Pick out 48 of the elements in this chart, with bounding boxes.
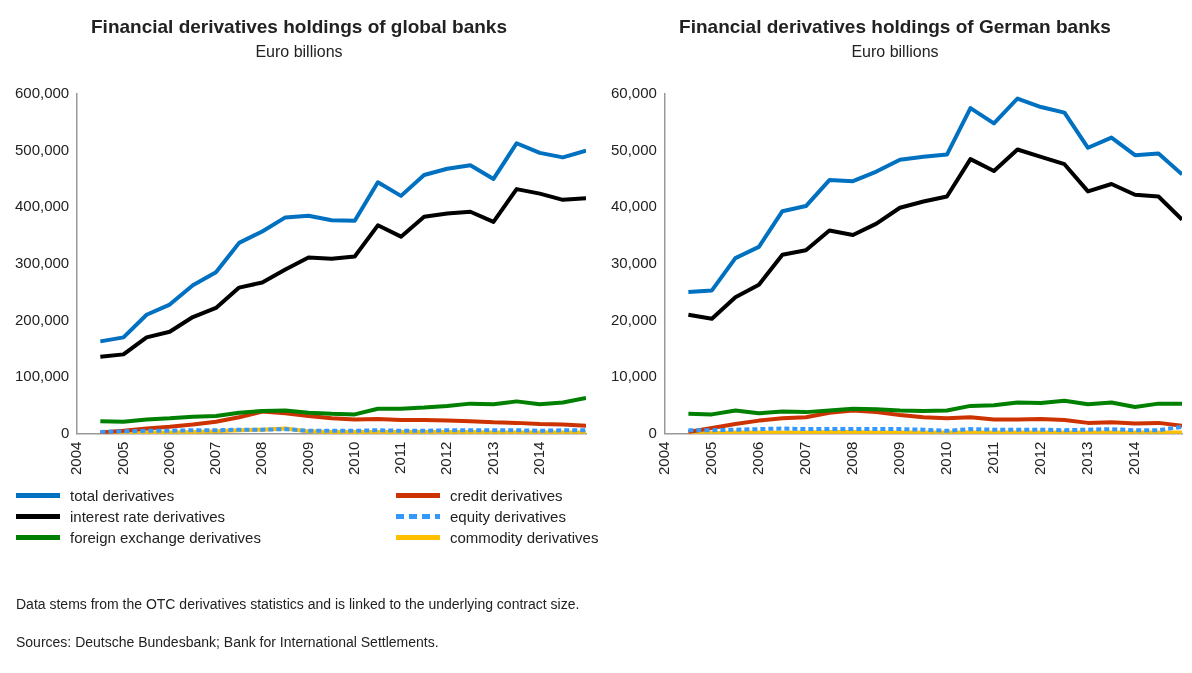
x-tick-label: 2005 [702, 441, 720, 476]
x-tick-label: 2011 [984, 441, 1002, 474]
y-tick-label: 100,000 [14, 367, 70, 385]
x-tick-label: 2006 [749, 441, 767, 476]
y-tick-label: 200,000 [14, 310, 70, 328]
text: Data stems from the OTC derivatives statistics and is linked to the underlying contract size. [16, 596, 580, 612]
x-tick-label: 2009 [298, 441, 316, 476]
x-tick-label: 2012 [437, 441, 455, 476]
y-tick-label: 30,000 [610, 253, 657, 271]
x-tick-label: 2005 [113, 441, 131, 476]
x-tick-label: 2012 [1031, 441, 1049, 476]
y-tick-label: 0 [648, 423, 657, 441]
y-tick-label: 600,000 [14, 84, 70, 102]
y-tick-label: 60,000 [610, 84, 657, 102]
x-tick-label: 2007 [206, 441, 224, 476]
x-tick-label: 2014 [529, 441, 547, 476]
legend-label: interest rate derivatives [70, 507, 226, 525]
x-tick-label: 2009 [890, 441, 908, 476]
y-tick-label: 0 [60, 423, 70, 441]
legend-label: credit derivatives [450, 486, 563, 504]
x-tick-label: 2011 [391, 441, 409, 474]
x-tick-label: 2010 [344, 441, 362, 476]
legend-label: equity derivatives [450, 507, 566, 525]
x-tick-label: 2007 [796, 441, 814, 476]
x-tick-label: 2013 [483, 441, 501, 476]
y-tick-label: 300,000 [14, 253, 70, 271]
chart-subtitle: Euro billions [255, 42, 343, 60]
x-tick-label: 2006 [159, 441, 177, 476]
y-tick-label: 20,000 [610, 310, 657, 328]
y-tick-label: 10,000 [610, 367, 657, 385]
legend-label: commodity derivatives [450, 528, 599, 546]
chart-title: Financial derivatives holdings of German banks [679, 15, 1111, 37]
x-tick-label: 2010 [937, 441, 955, 476]
x-tick-label: 2008 [252, 441, 270, 476]
chart-title: Financial derivatives holdings of global banks [91, 15, 507, 37]
y-tick-label: 40,000 [610, 197, 657, 215]
chart-subtitle: Euro billions [851, 42, 939, 60]
x-tick-label: 2004 [67, 441, 85, 476]
x-tick-label: 2014 [1125, 441, 1143, 476]
y-tick-label: 500,000 [14, 140, 70, 158]
legend-label: total derivatives [70, 486, 175, 504]
source-note: Sources: Deutsche Bundesbank; Bank for International Settlements. [16, 634, 440, 650]
x-tick-label: 2004 [655, 441, 673, 476]
y-tick-label: 400,000 [14, 197, 70, 215]
legend-label: foreign exchange derivatives [70, 528, 261, 546]
x-tick-label: 2008 [843, 441, 861, 476]
y-tick-label: 50,000 [610, 140, 657, 158]
x-tick-label: 2013 [1078, 441, 1096, 476]
